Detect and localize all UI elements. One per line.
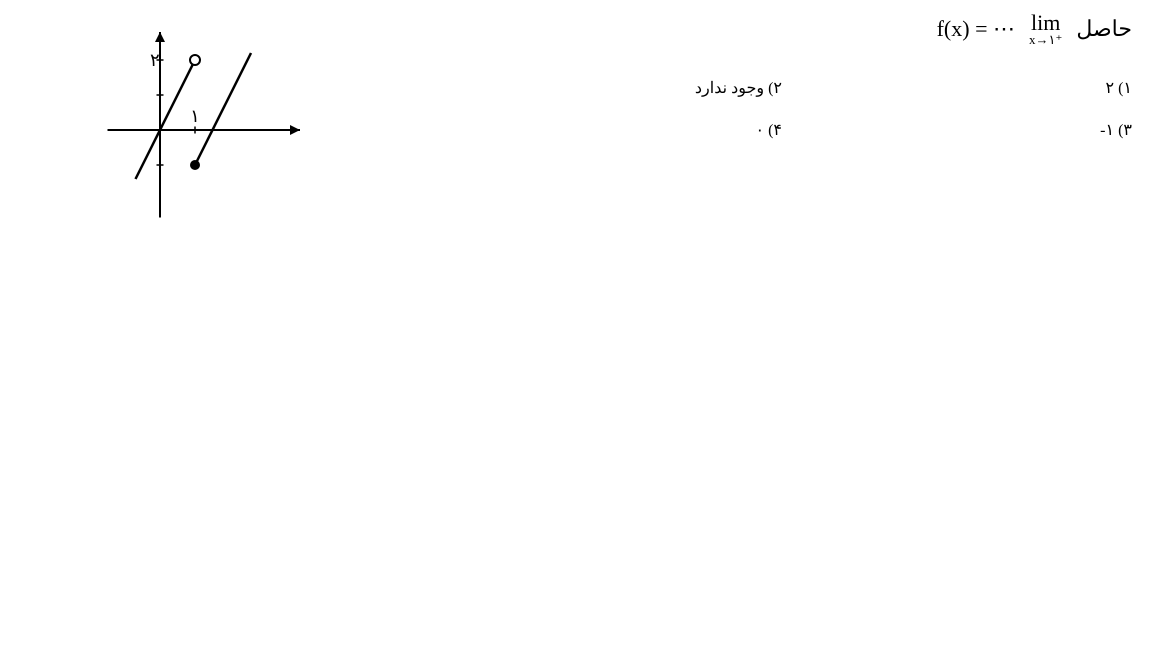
svg-text:۲: ۲: [150, 50, 160, 70]
option-1: ۱) ۲: [1105, 78, 1132, 98]
option-3: ۳) ۱-: [1100, 120, 1132, 140]
question-line: حاصل lim x→۱⁺ f(x) = ⋯: [937, 10, 1132, 48]
option-3-num: ۳): [1118, 122, 1132, 139]
option-4: ۴) ۰: [755, 120, 782, 140]
graph-svg: ۱۲: [40, 0, 340, 220]
limit-expression: lim x→۱⁺: [1029, 10, 1062, 48]
page: حاصل lim x→۱⁺ f(x) = ⋯ ۱) ۲ ۲) وجود ندار…: [0, 0, 1152, 648]
graph: ۱۲: [40, 0, 340, 220]
option-4-text: ۰: [755, 122, 764, 139]
option-4-num: ۴): [768, 122, 782, 139]
option-2-num: ۲): [768, 80, 782, 97]
option-2: ۲) وجود ندارد: [695, 78, 782, 98]
option-1-text: ۲: [1105, 80, 1114, 97]
question-prefix: حاصل: [1076, 16, 1132, 42]
option-2-text: وجود ندارد: [695, 80, 764, 97]
option-3-text: ۱-: [1100, 122, 1114, 139]
limit-bottom: x→۱⁺: [1029, 32, 1062, 48]
option-1-num: ۱): [1118, 80, 1132, 97]
limit-func: f(x) = ⋯: [937, 16, 1015, 42]
svg-text:۱: ۱: [190, 106, 200, 126]
